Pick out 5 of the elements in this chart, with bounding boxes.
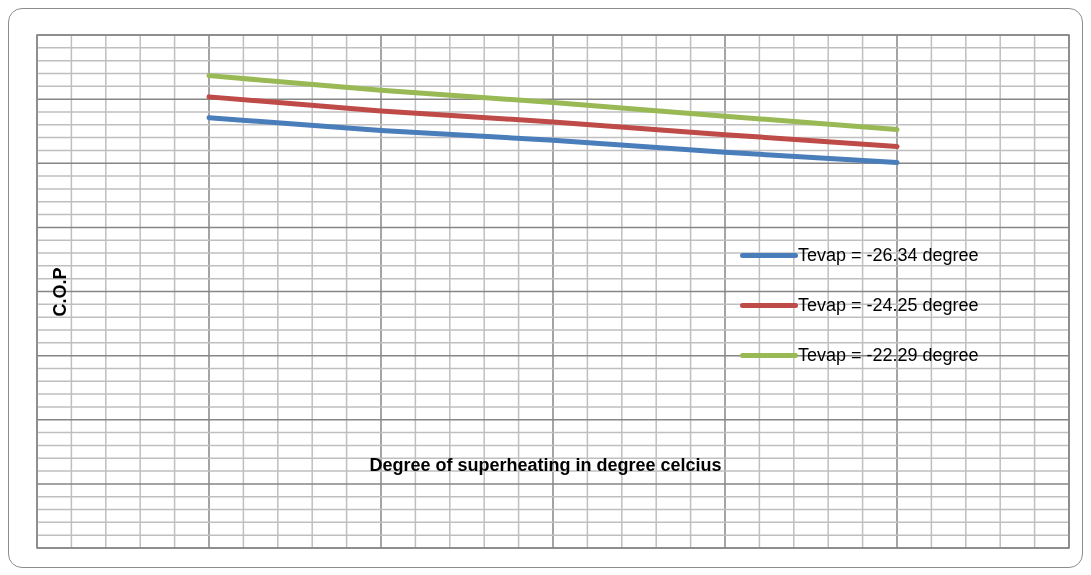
x-axis-title: Degree of superheating in degree celcius (368, 455, 723, 476)
y-axis-title: C.O.P (49, 267, 71, 317)
legend-label: Tevap = -26.34 degree (798, 244, 979, 266)
legend-label: Tevap = -22.29 degree (798, 344, 979, 366)
legend-label: Tevap = -24.25 degree (798, 294, 979, 316)
